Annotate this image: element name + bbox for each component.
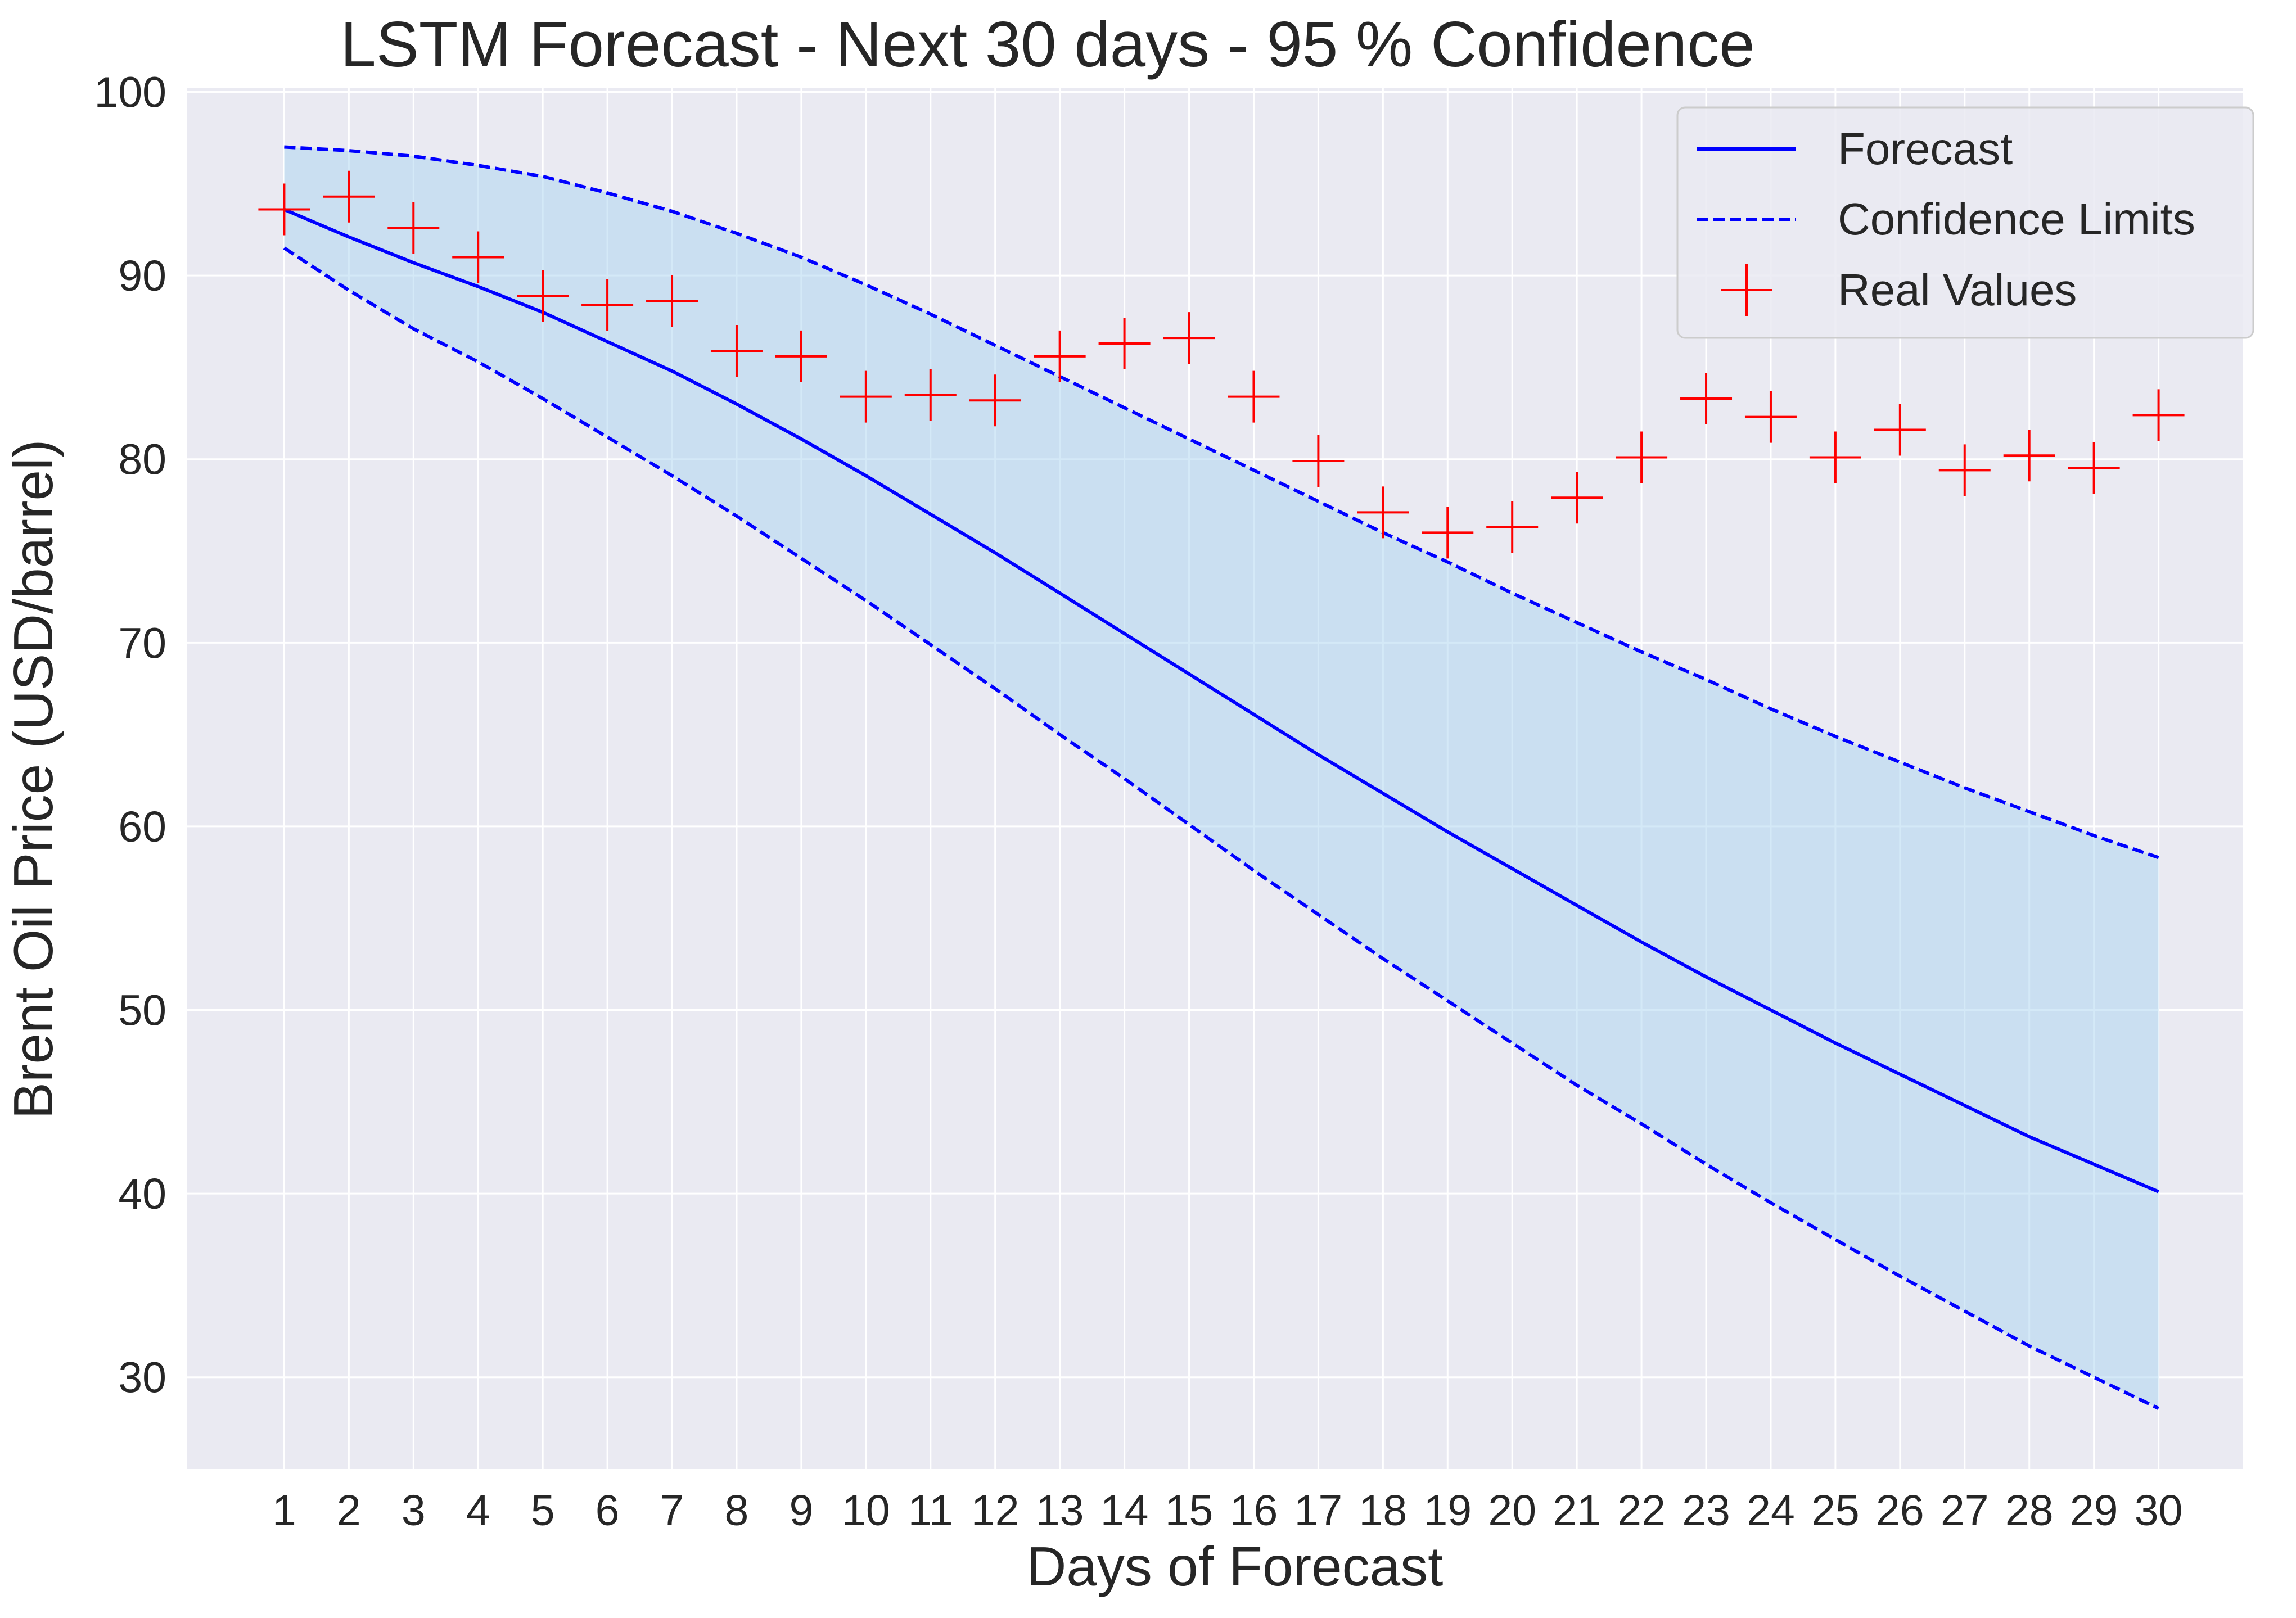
real-value-marker-5	[517, 270, 569, 322]
real-value-marker-9	[775, 330, 827, 382]
x-tick-label-6: 6	[596, 1486, 620, 1535]
real-value-marker-15	[1163, 312, 1215, 364]
real-value-marker-4	[452, 231, 504, 283]
real-value-marker-8	[710, 325, 763, 377]
real-value-marker-20	[1486, 501, 1539, 553]
real-value-marker-26	[1874, 404, 1926, 456]
real-values-markers	[258, 170, 2185, 559]
y-tick-label-40: 40	[118, 1170, 166, 1218]
real-value-marker-23	[1680, 372, 1733, 424]
x-tick-label-9: 9	[789, 1486, 813, 1535]
x-tick-label-15: 15	[1165, 1486, 1214, 1535]
y-tick-label-70: 70	[118, 619, 166, 667]
x-tick-label-13: 13	[1036, 1486, 1084, 1535]
real-value-marker-21	[1551, 472, 1603, 524]
x-tick-label-29: 29	[2070, 1486, 2118, 1535]
lower-confidence-line	[283, 246, 2159, 1410]
forecast-line	[283, 207, 2159, 1194]
x-tick-label-16: 16	[1230, 1486, 1278, 1535]
real-value-marker-7	[646, 275, 698, 327]
real-value-marker-28	[2003, 430, 2055, 482]
x-tick-label-12: 12	[971, 1486, 1020, 1535]
real-value-marker-19	[1422, 507, 1474, 559]
real-value-marker-30	[2132, 389, 2185, 441]
y-tick-label-100: 100	[94, 69, 166, 117]
upper-confidence-line	[284, 145, 2159, 860]
x-tick-label-24: 24	[1747, 1486, 1795, 1535]
real-value-marker-18	[1357, 486, 1409, 539]
x-axis-label: Days of Forecast	[1027, 1535, 1444, 1597]
real-value-marker-29	[2068, 442, 2120, 495]
real-value-marker-17	[1292, 435, 1345, 487]
x-tick-label-8: 8	[725, 1486, 749, 1535]
y-tick-labels: 30 40 50 60 70 80 90 100	[94, 69, 166, 1402]
x-tick-label-30: 30	[2135, 1486, 2183, 1535]
x-tick-labels: 1 2 3 4 5 6 7 8 9 10 11 12 13 14 15 16 17 18 19 20 21 22 23 24 2…	[272, 1486, 2182, 1535]
real-value-marker-10	[840, 370, 892, 423]
y-tick-label-90: 90	[118, 252, 166, 300]
legend-confidence-label: Confidence Limits	[1838, 194, 2195, 244]
x-tick-label-18: 18	[1359, 1486, 1408, 1535]
y-tick-label-30: 30	[118, 1354, 166, 1402]
x-tick-label-19: 19	[1423, 1486, 1472, 1535]
legend-real-values-label: Real Values	[1838, 265, 2077, 315]
x-tick-label-21: 21	[1553, 1486, 1601, 1535]
x-tick-label-4: 4	[466, 1486, 490, 1535]
chart-title: LSTM Forecast - Next 30 days - 95 % Conf…	[340, 9, 1754, 80]
y-axis-label: Brent Oil Price (USD/barrel)	[2, 440, 64, 1119]
x-tick-label-27: 27	[1941, 1486, 1989, 1535]
x-tick-label-22: 22	[1617, 1486, 1666, 1535]
x-tick-label-20: 20	[1488, 1486, 1536, 1535]
x-tick-label-25: 25	[1811, 1486, 1860, 1535]
real-value-marker-3	[387, 202, 440, 254]
x-tick-label-5: 5	[531, 1486, 555, 1535]
x-tick-label-17: 17	[1294, 1486, 1343, 1535]
real-value-marker-14	[1098, 317, 1151, 369]
legend-real-values-swatch	[1721, 264, 1772, 316]
legend-box	[1676, 106, 2254, 339]
y-tick-label-80: 80	[118, 436, 166, 484]
real-value-marker-12	[969, 374, 1021, 427]
real-value-marker-25	[1809, 431, 1861, 483]
real-value-marker-13	[1034, 330, 1086, 382]
x-tick-label-10: 10	[842, 1486, 890, 1535]
x-tick-label-3: 3	[402, 1486, 426, 1535]
x-tick-label-23: 23	[1682, 1486, 1730, 1535]
legend-forecast-label: Forecast	[1838, 124, 2013, 174]
y-tick-label-60: 60	[118, 803, 166, 851]
real-value-marker-22	[1616, 431, 1668, 483]
y-tick-label-50: 50	[118, 987, 166, 1035]
x-tick-label-28: 28	[2005, 1486, 2054, 1535]
real-value-marker-24	[1744, 391, 1797, 443]
x-tick-label-11: 11	[908, 1486, 953, 1535]
real-value-marker-6	[581, 279, 634, 331]
real-value-marker-1	[258, 183, 310, 236]
real-value-marker-16	[1228, 370, 1280, 423]
real-value-marker-11	[904, 369, 957, 421]
x-tick-label-14: 14	[1100, 1486, 1149, 1535]
legend: Forecast Confidence Limits Real Values	[1676, 106, 2254, 339]
real-value-marker-27	[1938, 444, 1991, 496]
real-value-marker-2	[323, 170, 375, 223]
x-tick-label-26: 26	[1876, 1486, 1924, 1535]
confidence-band	[284, 147, 2159, 1409]
x-tick-label-7: 7	[660, 1486, 684, 1535]
x-tick-label-2: 2	[337, 1486, 361, 1535]
x-tick-label-1: 1	[272, 1486, 296, 1535]
